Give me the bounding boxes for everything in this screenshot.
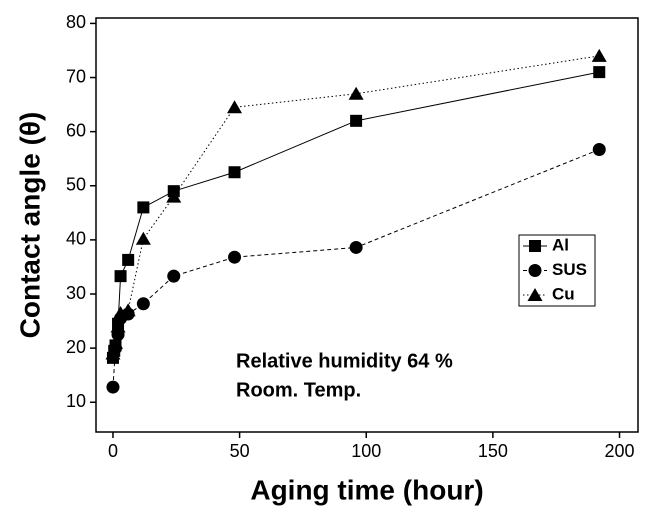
- marker: [350, 114, 363, 127]
- marker: [120, 303, 136, 317]
- x-tick-label: 0: [108, 441, 118, 461]
- marker: [166, 189, 182, 203]
- marker: [591, 48, 607, 62]
- marker: [228, 250, 242, 264]
- legend-label: Cu: [552, 284, 575, 303]
- y-axis-label: Contact angle (θ): [14, 112, 45, 339]
- marker: [108, 335, 124, 349]
- annotation: Relative humidity 64 %: [236, 350, 453, 372]
- annotation: Room. Temp.: [236, 379, 361, 401]
- y-tick-label: 40: [66, 229, 86, 249]
- marker: [167, 269, 181, 283]
- marker: [122, 253, 135, 266]
- legend-marker: [527, 288, 543, 301]
- y-tick-label: 50: [66, 175, 86, 195]
- x-tick-label: 200: [604, 441, 634, 461]
- marker: [105, 346, 121, 360]
- y-tick-label: 10: [66, 391, 86, 411]
- marker: [349, 240, 363, 254]
- y-tick-label: 60: [66, 120, 86, 140]
- plot-frame: [95, 17, 639, 433]
- legend-label: Al: [552, 235, 569, 254]
- x-tick-label: 50: [230, 441, 250, 461]
- y-tick-label: 70: [66, 66, 86, 86]
- x-axis-label: Aging time (hour): [250, 474, 483, 505]
- marker: [592, 143, 606, 157]
- y-tick-label: 80: [66, 12, 86, 32]
- marker: [135, 231, 151, 245]
- marker: [228, 166, 241, 179]
- marker: [114, 270, 127, 283]
- marker: [106, 380, 120, 394]
- x-tick-label: 150: [478, 441, 508, 461]
- marker: [136, 297, 150, 311]
- legend-marker: [528, 264, 542, 277]
- x-tick-label: 100: [351, 441, 381, 461]
- marker: [137, 201, 150, 214]
- y-tick-label: 30: [66, 283, 86, 303]
- legend-marker: [529, 240, 541, 252]
- legend-label: SUS: [552, 260, 587, 279]
- marker: [593, 66, 606, 79]
- marker: [348, 86, 364, 100]
- series-line: [112, 55, 600, 354]
- marker: [110, 319, 126, 333]
- marker: [227, 100, 243, 114]
- y-tick-label: 20: [66, 337, 86, 357]
